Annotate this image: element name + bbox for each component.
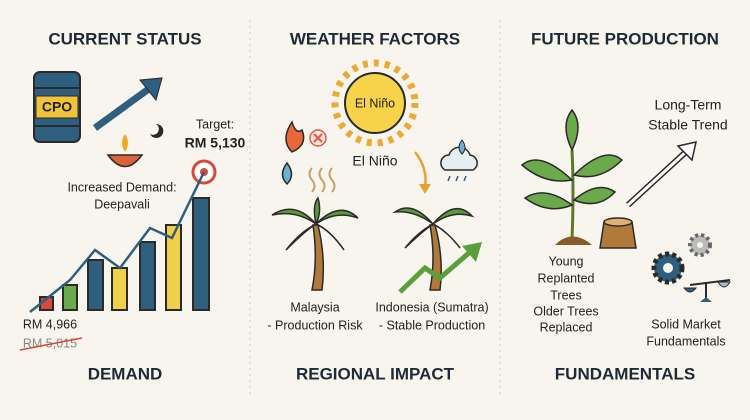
region-text: Malaysia	[290, 300, 339, 314]
region-text: - Stable Production	[379, 318, 485, 332]
market-text: Solid Market	[651, 317, 721, 331]
tree-text: Older Trees	[533, 304, 598, 318]
diya-icon	[106, 123, 164, 168]
panel-title: WEATHER FACTORS	[290, 29, 460, 48]
market-text: Fundamentals	[646, 334, 725, 348]
panel-current-status: CURRENT STATUS CPO Target: RM 5,130 Incr…	[19, 29, 246, 383]
young-plant	[520, 108, 624, 245]
trend-arrow	[626, 148, 690, 207]
up-arrow	[92, 85, 153, 131]
strike	[19, 337, 83, 351]
caption: El Niño	[352, 153, 397, 169]
trend-line	[29, 171, 206, 313]
panel-title: CURRENT STATUS	[48, 29, 201, 48]
trend-text: Stable Trend	[648, 117, 727, 133]
tree-text: Replanted	[538, 271, 595, 285]
event-text: Deepavali	[94, 197, 150, 211]
panel-title: FUTURE PRODUCTION	[531, 29, 719, 48]
target-price: RM 5,130	[185, 135, 246, 151]
panel-footer: FUNDAMENTALS	[555, 364, 695, 383]
tree-text: Trees	[550, 288, 582, 302]
panel-weather: WEATHER FACTORS El Niño El Niño	[267, 29, 488, 383]
growth-arrow	[398, 250, 472, 294]
trend-arrow-head	[676, 141, 697, 162]
event-text: Increased Demand:	[67, 180, 176, 194]
panel-footer: REGIONAL IMPACT	[296, 364, 455, 383]
tree-text: Young	[549, 254, 584, 268]
up-arrow-head	[139, 77, 163, 102]
barrel-icon	[33, 71, 81, 143]
growth-arrow-head	[462, 242, 482, 262]
palm-tree	[271, 196, 359, 291]
region-text: - Production Risk	[267, 318, 363, 332]
sun-icon	[331, 59, 419, 147]
gears-and-scale	[651, 233, 731, 302]
barrel-label: CPO	[42, 99, 72, 115]
target-label: Target:	[196, 117, 234, 131]
sun-label: El Niño	[355, 96, 395, 110]
trend-text: Long-Term	[655, 97, 722, 113]
region-text: Indonesia (Sumatra)	[375, 300, 488, 314]
drought-icons	[281, 120, 336, 193]
panel-footer: DEMAND	[88, 364, 163, 383]
panel-future: FUTURE PRODUCTION Long-Term Stable Trend…	[520, 29, 731, 383]
current-price: RM 4,966	[23, 317, 77, 331]
rain-cloud	[440, 139, 478, 182]
tree-stump	[599, 217, 637, 249]
arrow-head	[419, 184, 431, 194]
tree-text: Replaced	[540, 320, 593, 334]
